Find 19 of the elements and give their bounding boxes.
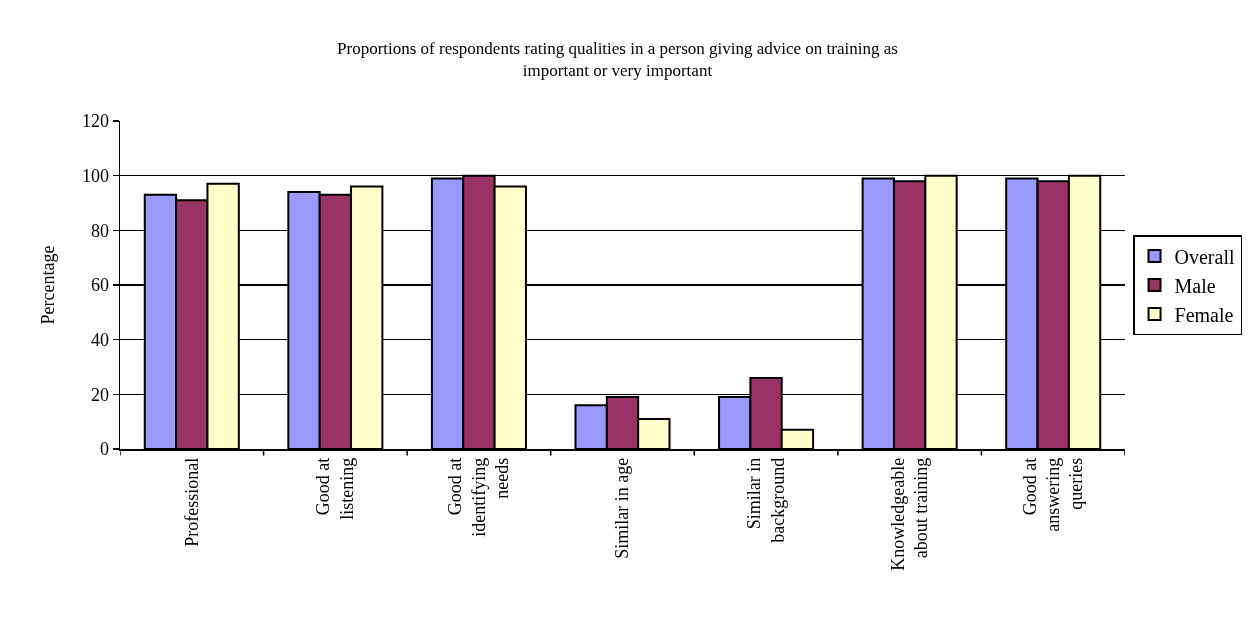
y-tick-label: 100 <box>81 165 109 186</box>
y-tick-label: 120 <box>81 111 109 132</box>
y-axis-title: Percentage <box>38 245 59 325</box>
legend-label: Female <box>1174 303 1234 326</box>
y-tick-label: 60 <box>90 275 109 296</box>
chart-title: Proportions of respondents rating qualities in a person giving advice on training as important or very important <box>337 38 898 80</box>
x-tick-label: Professional <box>181 457 202 547</box>
x-tick-label: Good at listening <box>313 457 357 520</box>
x-tick-label: Similar in background <box>744 457 788 543</box>
x-tick-label: Knowledgeable about training <box>887 457 932 571</box>
y-tick-label: 0 <box>99 439 109 460</box>
legend-label: Overall <box>1174 245 1235 268</box>
x-tick-label: Good at answering queries <box>1019 457 1087 532</box>
y-tick-label: 20 <box>90 384 109 405</box>
y-tick-label: 40 <box>90 329 109 350</box>
x-tick-label: Good at identifying needs <box>445 457 513 537</box>
legend-label: Male <box>1174 274 1216 297</box>
y-tick-label: 80 <box>90 220 109 241</box>
x-tick-label: Similar in age <box>612 457 633 559</box>
